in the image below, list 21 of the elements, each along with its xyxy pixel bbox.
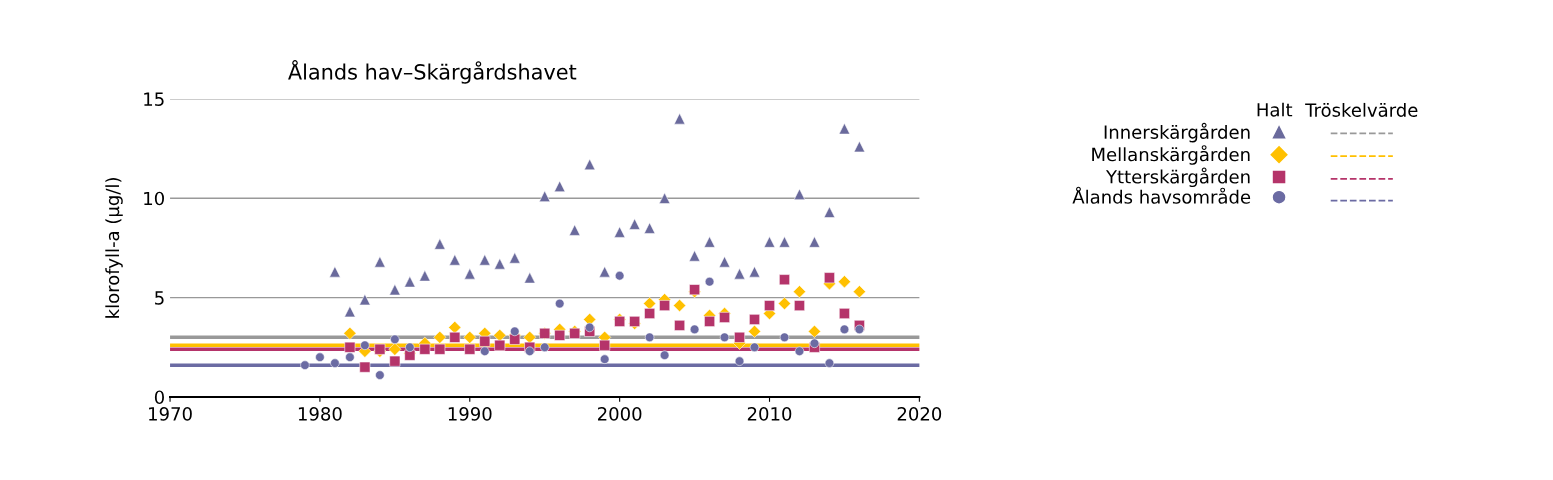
point: [719, 332, 730, 343]
y-tick-label: 10: [144, 191, 164, 206]
point: [585, 322, 595, 333]
legend-label: Innerskärgården: [1104, 122, 1250, 143]
legend-label: Ålands havsområde: [1072, 186, 1251, 204]
x-tick-label: 1990: [448, 407, 492, 421]
point: [433, 330, 447, 344]
y-tick-label: 5: [155, 291, 164, 305]
y-axis-title: klorofyll-a (µg/l): [105, 178, 123, 318]
x-tick-label: 2000: [597, 407, 642, 421]
x-tick-label: 2020: [897, 407, 942, 421]
chart-title: Ålands hav–Skärgårdshavet: [288, 60, 577, 84]
legend-title: Halt: [1257, 102, 1293, 117]
legend-label: Ytterskärgården: [1105, 167, 1250, 188]
text: Tröskelvärde: [1305, 102, 1418, 117]
x-tick-label: 1980: [298, 407, 342, 421]
legend-label: Mellanskärgården: [1092, 145, 1250, 165]
y-tick-label: 15: [144, 92, 164, 106]
x-tick-label: 1970: [149, 407, 192, 421]
y-tick-label: 0: [154, 390, 164, 405]
x-tick-label: 2010: [747, 407, 792, 421]
